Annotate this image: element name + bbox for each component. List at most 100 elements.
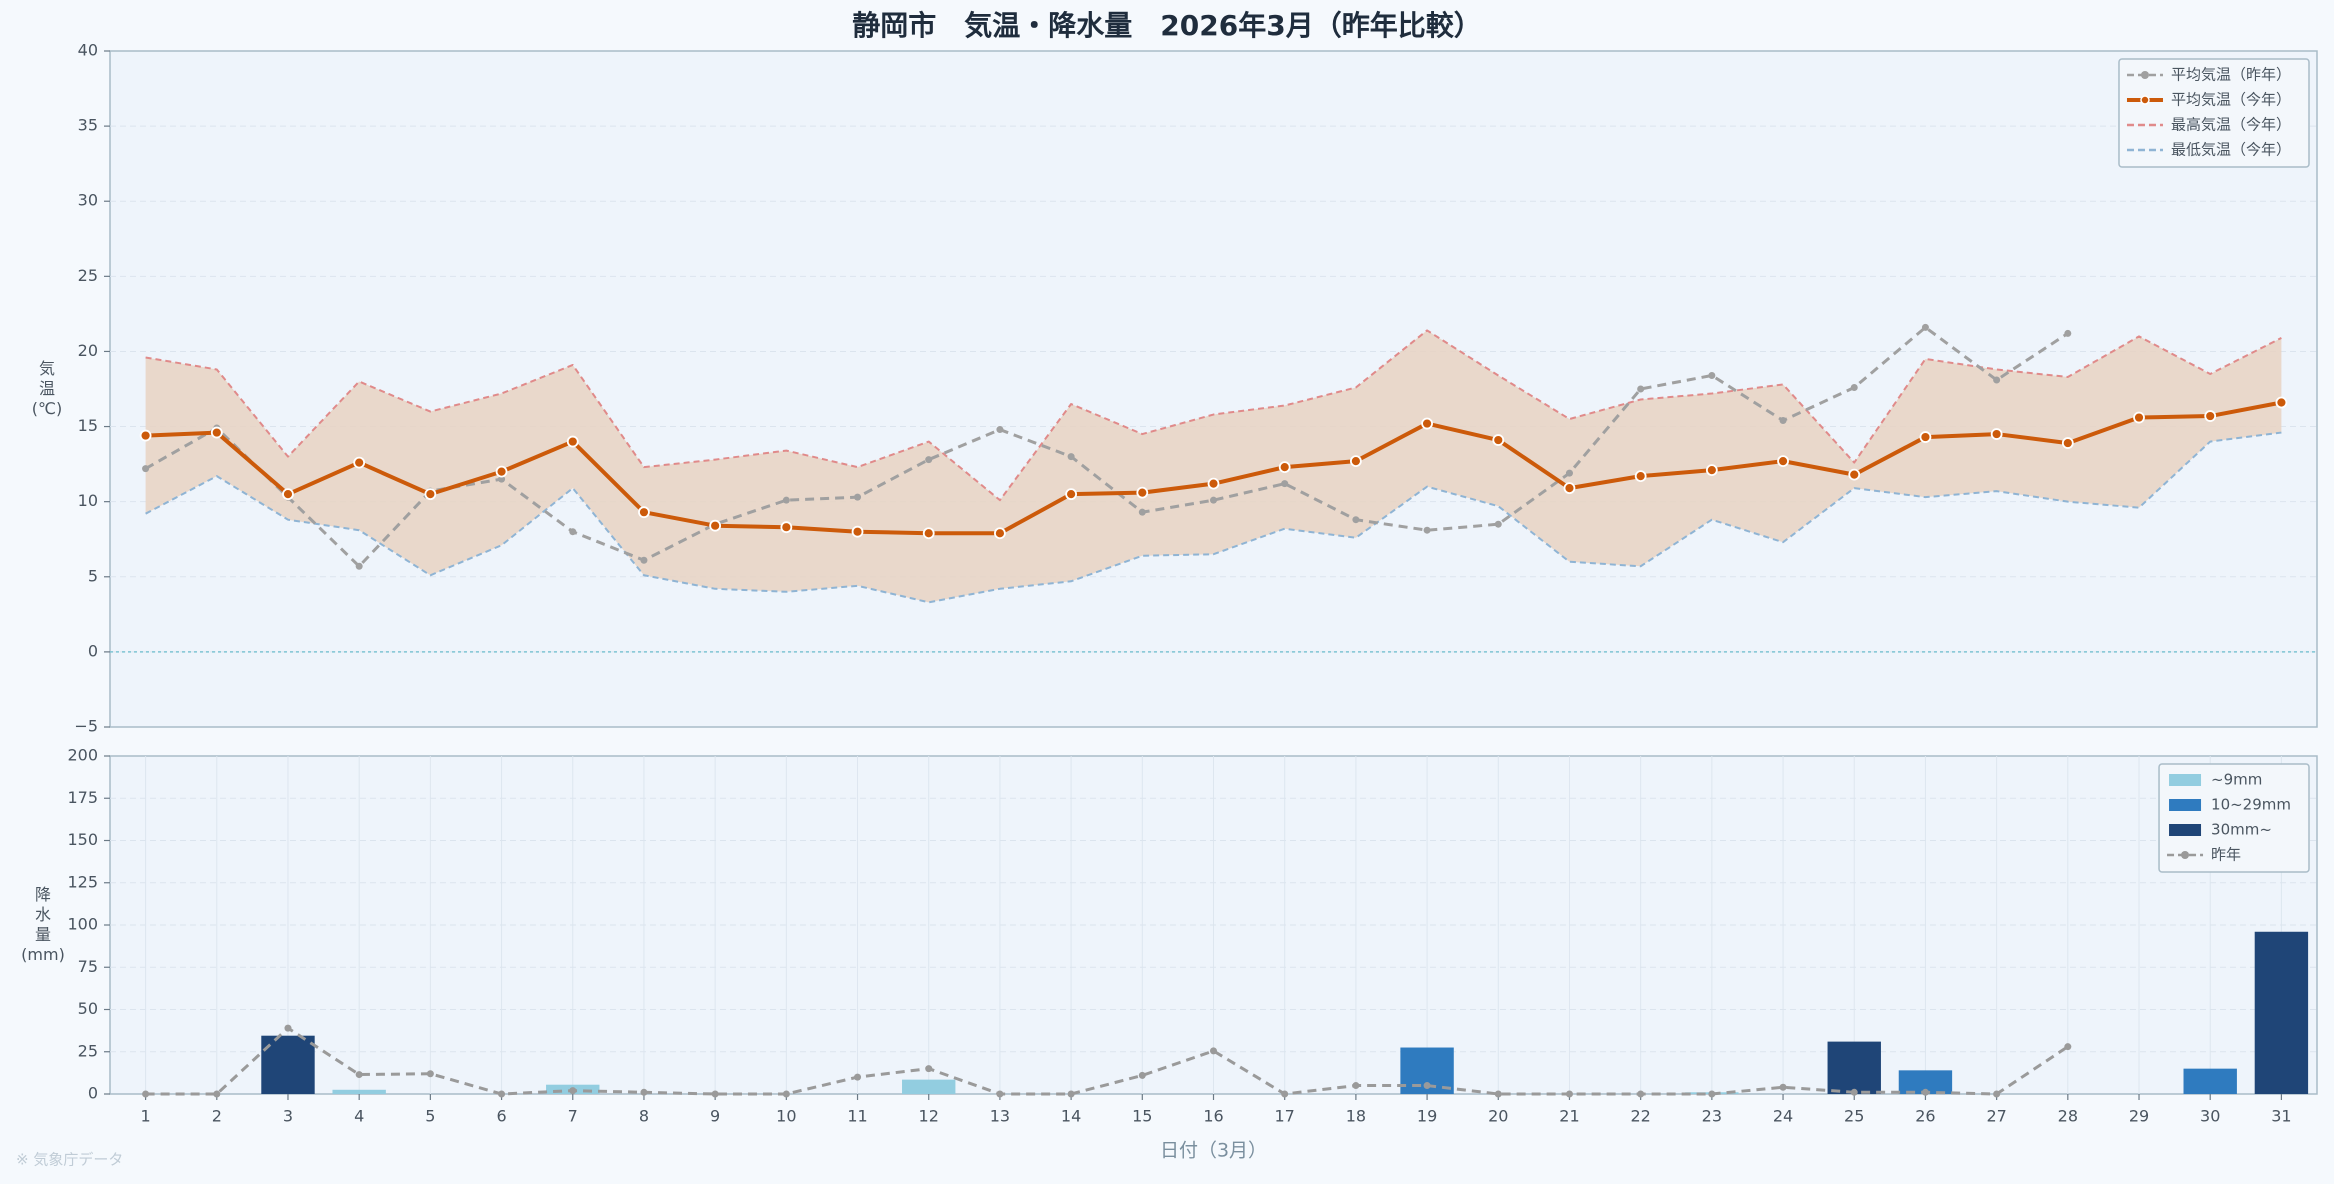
- point: [2061, 437, 2074, 449]
- series-line: [145, 329, 2282, 502]
- point: [925, 1065, 933, 1073]
- x-tick-label: 2: [212, 1107, 222, 1126]
- point: [142, 1090, 150, 1098]
- point: [1921, 1088, 1929, 1096]
- point: [1637, 385, 1645, 393]
- y-tick-label: 0: [88, 641, 98, 660]
- x-tick-label: 25: [1844, 1107, 1864, 1126]
- y-tick-label: 5: [88, 566, 98, 585]
- point: [780, 521, 793, 534]
- y-tick-label: 125: [67, 872, 98, 891]
- y-tick-label: 200: [67, 746, 98, 765]
- point: [1352, 516, 1360, 524]
- x-tick-label: 30: [2200, 1107, 2220, 1126]
- x-axis-label: 日付（3月）: [1160, 1140, 1267, 1162]
- point: [142, 465, 150, 473]
- point: [1848, 468, 1861, 481]
- y-axis-label: 降水量(mm): [21, 885, 65, 964]
- point: [1067, 453, 1075, 461]
- point: [1278, 461, 1291, 474]
- point: [854, 1073, 862, 1081]
- legend-label: 平均気温（昨年）: [2171, 66, 2291, 84]
- point: [1138, 508, 1146, 516]
- point: [1281, 480, 1289, 488]
- footnote: ※ 気象庁データ: [16, 1151, 123, 1169]
- legend-marker: [2140, 95, 2150, 105]
- point: [2064, 329, 2072, 337]
- point: [2133, 411, 2145, 424]
- x-tick-label: 13: [990, 1107, 1010, 1126]
- y-tick-label: 0: [88, 1084, 98, 1103]
- x-tick-label: 14: [1061, 1107, 1081, 1126]
- x-tick-label: 11: [847, 1107, 867, 1126]
- point: [1207, 477, 1220, 490]
- point: [925, 456, 933, 464]
- point: [1990, 428, 2003, 440]
- point: [1494, 520, 1502, 528]
- point: [994, 527, 1006, 540]
- legend-swatch: [2169, 774, 2202, 786]
- point: [851, 525, 864, 538]
- point: [709, 519, 722, 532]
- point: [1492, 434, 1505, 446]
- series-line: [144, 325, 2069, 568]
- legend-swatch: [2169, 799, 2202, 811]
- point: [569, 1087, 577, 1095]
- point: [424, 488, 437, 501]
- point: [640, 1088, 648, 1096]
- x-tick-label: 22: [1630, 1107, 1650, 1126]
- point: [1637, 1090, 1645, 1098]
- bar: [1827, 1041, 1881, 1094]
- point: [1850, 1088, 1858, 1096]
- x-tick-label: 27: [1986, 1107, 2006, 1126]
- point: [996, 426, 1004, 434]
- y-tick-label: 50: [78, 999, 98, 1018]
- legend-label: 最低気温（今年）: [2171, 141, 2291, 159]
- x-tick-label: 12: [919, 1107, 939, 1126]
- point: [355, 562, 363, 570]
- point: [782, 496, 790, 504]
- x-tick-label: 1: [141, 1107, 151, 1126]
- series-line: [145, 431, 2282, 604]
- point: [1921, 323, 1929, 331]
- x-tick-label: 4: [354, 1107, 364, 1126]
- x-tick-label: 26: [1915, 1107, 1935, 1126]
- x-tick-label: 15: [1132, 1107, 1152, 1126]
- bar: [902, 1079, 956, 1094]
- point: [1708, 371, 1716, 379]
- point: [569, 528, 577, 536]
- point: [711, 1090, 719, 1098]
- x-tick-label: 17: [1275, 1107, 1295, 1126]
- chart-title: 静岡市 気温・降水量 2026年3月（昨年比較）: [852, 9, 1481, 42]
- point: [284, 1024, 292, 1032]
- y-tick-label: 30: [78, 191, 98, 210]
- legend-label: 30mm~: [2211, 821, 2272, 839]
- x-tick-label: 18: [1346, 1107, 1366, 1126]
- legend-marker: [2140, 71, 2149, 79]
- y-tick-label: 25: [78, 266, 98, 285]
- x-tick-label: 31: [2271, 1107, 2291, 1126]
- point: [1423, 526, 1431, 534]
- x-tick-label: 8: [639, 1107, 649, 1126]
- point: [1281, 1090, 1289, 1098]
- legend-label: 平均気温（今年）: [2171, 91, 2291, 109]
- legend-label: ~9mm: [2211, 771, 2262, 789]
- point: [1352, 1082, 1360, 1090]
- point: [1421, 417, 1433, 430]
- x-tick-label: 19: [1417, 1107, 1437, 1126]
- point: [1850, 383, 1858, 391]
- legend-label: 10~29mm: [2211, 796, 2291, 814]
- point: [1067, 1090, 1075, 1098]
- x-tick-label: 9: [710, 1107, 720, 1126]
- legend-box: [2118, 58, 2310, 168]
- point: [1065, 488, 1078, 501]
- point: [1919, 431, 1932, 443]
- x-tick-label: 20: [1488, 1107, 1508, 1126]
- point: [213, 1090, 221, 1098]
- y-tick-label: 20: [78, 341, 98, 360]
- bar: [2254, 931, 2309, 1094]
- point: [1993, 376, 2001, 384]
- y-tick-label: 25: [78, 1041, 98, 1060]
- point: [1779, 1083, 1787, 1091]
